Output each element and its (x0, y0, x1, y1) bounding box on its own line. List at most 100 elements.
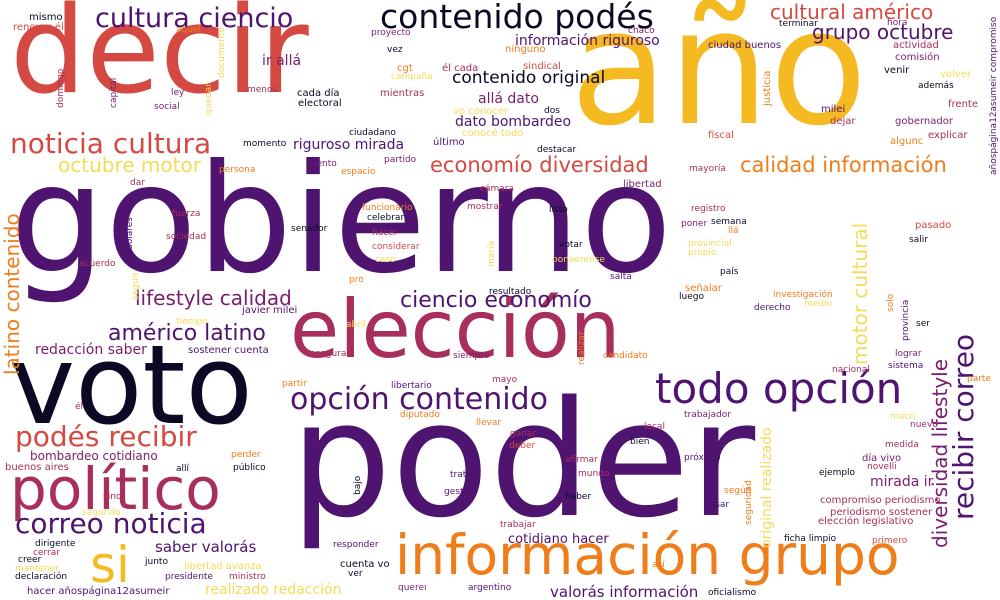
cloud-word: último (433, 137, 465, 148)
cloud-word: economío diversidad (430, 153, 649, 177)
cloud-word: cuenta vo (340, 559, 390, 570)
cloud-word: renovar él (13, 22, 64, 33)
cloud-word: destacar (537, 145, 577, 155)
cloud-word: bajo (353, 475, 363, 495)
cloud-word: semana (711, 217, 747, 227)
cloud-word: terminar (779, 19, 818, 29)
cloud-word: recibir correo (947, 333, 980, 520)
cloud-word: haber (565, 492, 592, 502)
cloud-word: documento (217, 27, 227, 78)
cloud-word: así (652, 560, 665, 570)
cloud-word: conocé todo (462, 128, 524, 139)
cloud-word: oficialismo (708, 588, 757, 598)
cloud-word: cgt (397, 63, 413, 74)
cloud-word: bonaerense (552, 255, 605, 265)
cloud-word: poner (681, 219, 708, 229)
cloud-word: noticia cultura (10, 127, 212, 160)
cloud-word: justicia (762, 70, 773, 106)
cloud-word: dar (130, 178, 145, 188)
cloud-word: público (233, 463, 266, 473)
cloud-word: lifestyle calidad (135, 286, 292, 310)
cloud-word: buenos aires (5, 462, 69, 473)
cloud-word: maría (487, 241, 497, 267)
cloud-word: pasar (704, 500, 730, 510)
cloud-word: todo opción (655, 364, 903, 413)
cloud-word: persona (219, 165, 256, 175)
cloud-word: provincial (688, 239, 732, 249)
cloud-word: cotidiano hacer (508, 532, 609, 547)
cloud-word: quereı (398, 583, 427, 593)
cloud-word: riguroso mirada (293, 137, 405, 153)
cloud-word: macri (890, 412, 916, 422)
cloud-word: afirmar (565, 455, 598, 465)
cloud-word: partir (282, 379, 307, 389)
cloud-word: dos (544, 106, 560, 116)
cloud-word: sostener cuenta (188, 345, 269, 356)
cloud-word: mayoría (689, 164, 726, 174)
cloud-word: resultado (489, 287, 532, 297)
cloud-word: día vivo (862, 453, 902, 464)
cloud-word: realizar (577, 331, 587, 366)
cloud-word: información grupo (395, 523, 900, 587)
cloud-word: allá dato (478, 91, 539, 107)
cloud-word: lograr (895, 349, 922, 359)
cloud-word: bombardeo cotidiano (30, 449, 158, 463)
cloud-word: junto (145, 557, 168, 567)
cloud-word: primero (872, 536, 908, 546)
cloud-word: año (570, 0, 868, 161)
cloud-word: menos (247, 85, 278, 95)
cloud-word: dólares (125, 217, 135, 250)
cloud-word: si (90, 536, 130, 594)
cloud-word: mayo (492, 375, 518, 385)
cloud-word: redacción saber (35, 342, 147, 358)
cloud-word: javier milei (242, 305, 298, 316)
cloud-word: luego (679, 292, 704, 302)
cloud-word: siempre (453, 351, 490, 361)
cloud-word: original realizado (759, 427, 775, 548)
cloud-word: ser (916, 319, 930, 329)
cloud-word: sistema (888, 361, 924, 371)
cloud-word: funcionario (362, 203, 413, 213)
cloud-word: hacer añospágina12asumeir (27, 586, 170, 597)
cloud-word: ciento (309, 159, 337, 169)
cloud-word: aquel (176, 25, 201, 35)
cloud-word: perder (231, 450, 261, 460)
cloud-word: considerar (372, 242, 420, 252)
cloud-word: trabajar (500, 520, 536, 530)
cloud-word: tiempo (176, 317, 208, 327)
cloud-word: libertario (391, 381, 432, 391)
cloud-word: derecho (754, 303, 791, 313)
cloud-word: añospágina12asumeir compromiso (989, 16, 999, 175)
cloud-word: correo noticia (15, 507, 207, 540)
cloud-word: trabajador (684, 410, 731, 420)
cloud-word: llevar (476, 418, 502, 428)
cloud-word: poder (290, 366, 756, 553)
cloud-word: ficha limpio (784, 534, 837, 544)
cloud-word: salir (909, 235, 928, 245)
cloud-word: ley (171, 88, 185, 98)
cloud-word: vez (387, 45, 403, 55)
cloud-word: novelli (867, 462, 897, 472)
cloud-word: deber (509, 441, 536, 451)
cloud-word: registro (691, 204, 726, 214)
cloud-word: medida (885, 440, 919, 450)
cloud-word: llá (728, 226, 739, 236)
cloud-word: gobernador (895, 116, 953, 127)
cloud-word: medio (804, 299, 833, 309)
cloud-word: milei (821, 104, 846, 115)
cloud-word: domingo (56, 68, 66, 108)
cloud-word: contenido podés (380, 0, 654, 36)
cloud-word: actividad (893, 40, 939, 51)
cloud-word: sociedad (166, 232, 207, 242)
cloud-word: venir (884, 65, 910, 76)
cloud-word: segundo (82, 508, 121, 518)
cloud-word: próximo (684, 453, 721, 463)
cloud-word: chaco (628, 26, 655, 36)
cloud-word: caso (375, 255, 396, 265)
cloud-word: proyecto (371, 28, 411, 38)
cloud-word: capital (109, 77, 119, 108)
cloud-word: libertad avanza (184, 561, 262, 572)
cloud-word: celebrar (367, 213, 405, 223)
cloud-word: dirigente (35, 539, 76, 549)
cloud-word: local (644, 422, 665, 432)
